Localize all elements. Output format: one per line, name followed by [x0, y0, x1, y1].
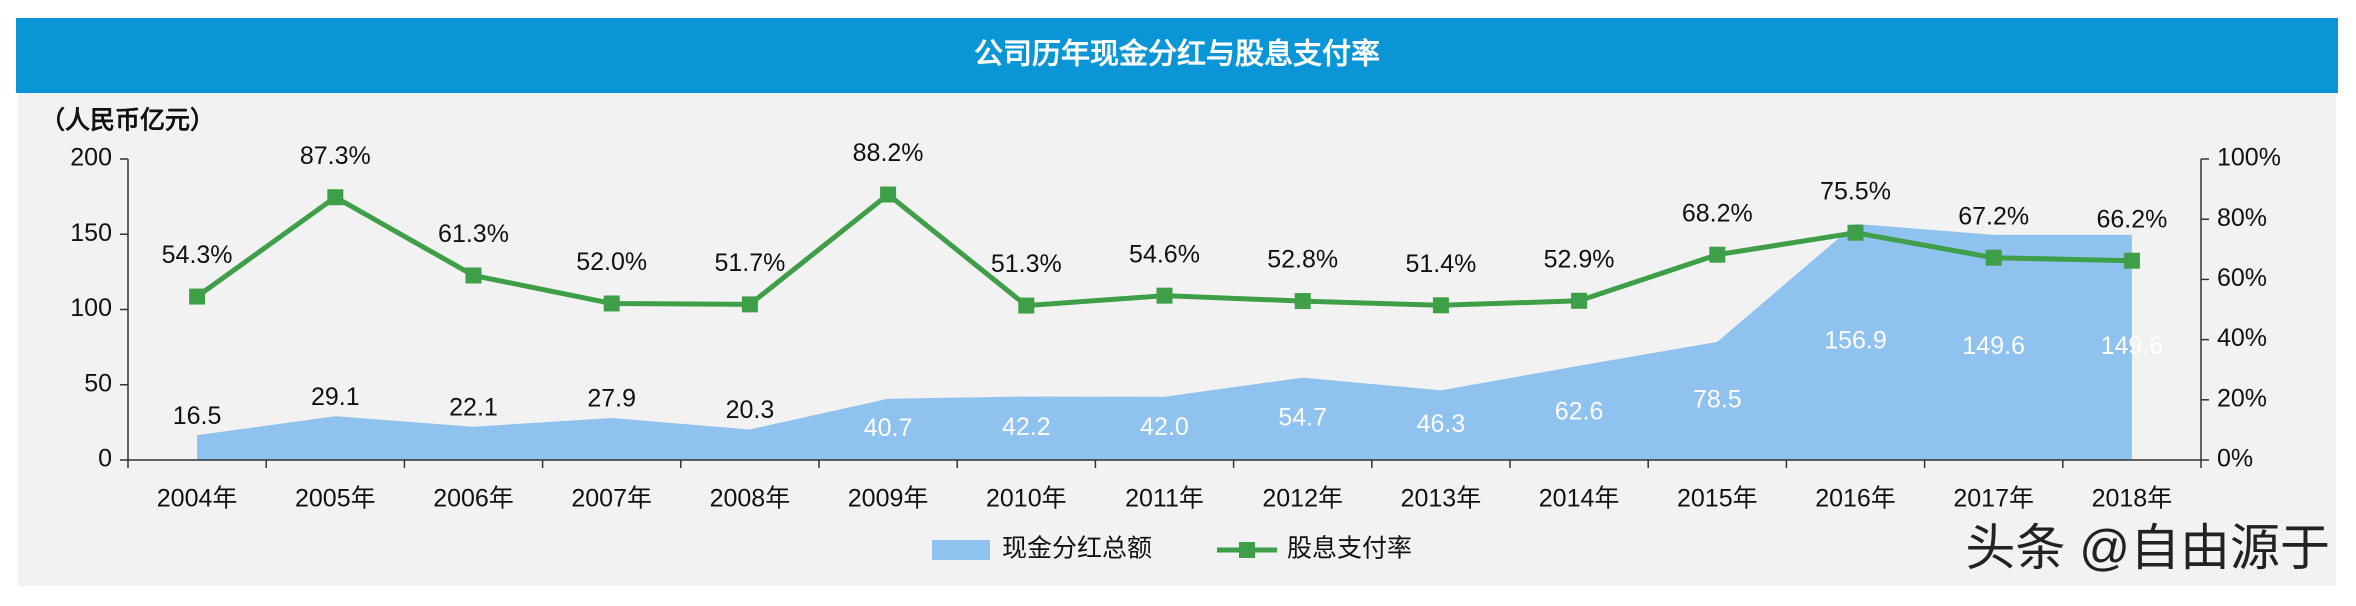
area-value-label: 40.7	[864, 414, 913, 442]
line-marker	[603, 295, 620, 312]
x-tick-label: 2018年	[2092, 485, 2173, 513]
y2-tick-label: 100%	[2217, 144, 2281, 172]
line-value-label: 52.9%	[1544, 245, 1615, 273]
area-value-label: 29.1	[311, 383, 360, 411]
legend-label: 现金分红总额	[1002, 535, 1152, 563]
line-marker	[1156, 287, 1173, 304]
line-marker	[1294, 293, 1311, 310]
line-value-label: 88.2%	[853, 139, 924, 167]
x-tick-label: 2006年	[433, 485, 514, 513]
title-banner	[16, 18, 2338, 93]
x-tick-label: 2010年	[986, 485, 1067, 513]
x-tick-label: 2012年	[1262, 485, 1343, 513]
area-value-label: 27.9	[587, 385, 636, 413]
x-tick-label: 2005年	[295, 485, 376, 513]
area-value-label: 16.5	[173, 402, 222, 430]
area-value-label: 149.6	[2101, 332, 2164, 360]
y-tick-label: 100	[70, 294, 112, 322]
line-value-label: 52.8%	[1267, 246, 1338, 274]
x-tick-label: 2015年	[1677, 485, 1758, 513]
line-marker	[1018, 297, 1035, 314]
legend-label: 股息支付率	[1287, 535, 1412, 563]
y2-tick-label: 40%	[2217, 324, 2267, 352]
line-marker	[880, 186, 897, 203]
x-tick-label: 2016年	[1815, 485, 1896, 513]
chart-title: 公司历年现金分红与股息支付率	[974, 37, 1380, 71]
area	[197, 223, 2132, 460]
line-value-label: 67.2%	[1958, 202, 2029, 230]
y-tick-label: 50	[84, 369, 112, 397]
line-value-label: 54.6%	[1129, 240, 1200, 268]
x-tick-label: 2008年	[710, 485, 791, 513]
x-tick-label: 2014年	[1539, 485, 1620, 513]
line-value-label: 66.2%	[2096, 205, 2167, 233]
area-value-label: 22.1	[449, 393, 498, 421]
x-tick-label: 2017年	[1953, 485, 2034, 513]
area-value-label: 156.9	[1824, 327, 1887, 355]
x-tick-label: 2009年	[848, 485, 929, 513]
area-value-label: 62.6	[1555, 398, 1604, 426]
line-value-label: 87.3%	[300, 142, 371, 170]
y-tick-label: 150	[70, 219, 112, 247]
line-marker	[327, 189, 344, 206]
line-marker	[1847, 224, 1864, 241]
line-marker	[189, 288, 206, 305]
area-value-label: 20.3	[726, 396, 775, 424]
line-marker	[465, 267, 482, 284]
area-value-label: 42.0	[1140, 413, 1189, 441]
y-tick-label: 0	[98, 445, 112, 473]
y2-tick-label: 20%	[2217, 384, 2267, 412]
line-value-label: 61.3%	[438, 220, 509, 248]
y-axis-label: （人民币亿元）	[40, 106, 215, 135]
line-value-label: 52.0%	[576, 248, 647, 276]
line-marker	[1985, 249, 2002, 266]
line-value-label: 51.7%	[714, 249, 785, 277]
line-marker	[2123, 252, 2140, 269]
legend-swatch	[932, 540, 990, 560]
area-value-label: 149.6	[1962, 332, 2025, 360]
area-value-label: 42.2	[1002, 413, 1051, 441]
line-value-label: 54.3%	[162, 241, 233, 269]
area-value-label: 78.5	[1693, 386, 1742, 414]
y2-tick-label: 0%	[2217, 445, 2253, 473]
x-tick-label: 2007年	[571, 485, 652, 513]
line-value-label: 51.4%	[1405, 250, 1476, 278]
area-value-label: 54.7	[1278, 403, 1327, 431]
line-marker	[1432, 297, 1449, 314]
line-value-label: 75.5%	[1820, 177, 1891, 205]
line-value-label: 51.3%	[991, 250, 1062, 278]
legend-swatch	[1239, 542, 1255, 558]
y2-tick-label: 80%	[2217, 204, 2267, 232]
x-tick-label: 2011年	[1125, 485, 1204, 513]
watermark: 头条 @自由源于	[1965, 520, 2330, 576]
x-tick-label: 2004年	[157, 485, 238, 513]
line-value-label: 68.2%	[1682, 199, 1753, 227]
line-marker	[1571, 292, 1588, 309]
line-marker	[741, 296, 758, 313]
y2-tick-label: 60%	[2217, 264, 2267, 292]
area-value-label: 46.3	[1417, 410, 1466, 438]
line-marker	[1709, 246, 1726, 263]
y-tick-label: 200	[70, 144, 112, 172]
x-tick-label: 2013年	[1401, 485, 1482, 513]
